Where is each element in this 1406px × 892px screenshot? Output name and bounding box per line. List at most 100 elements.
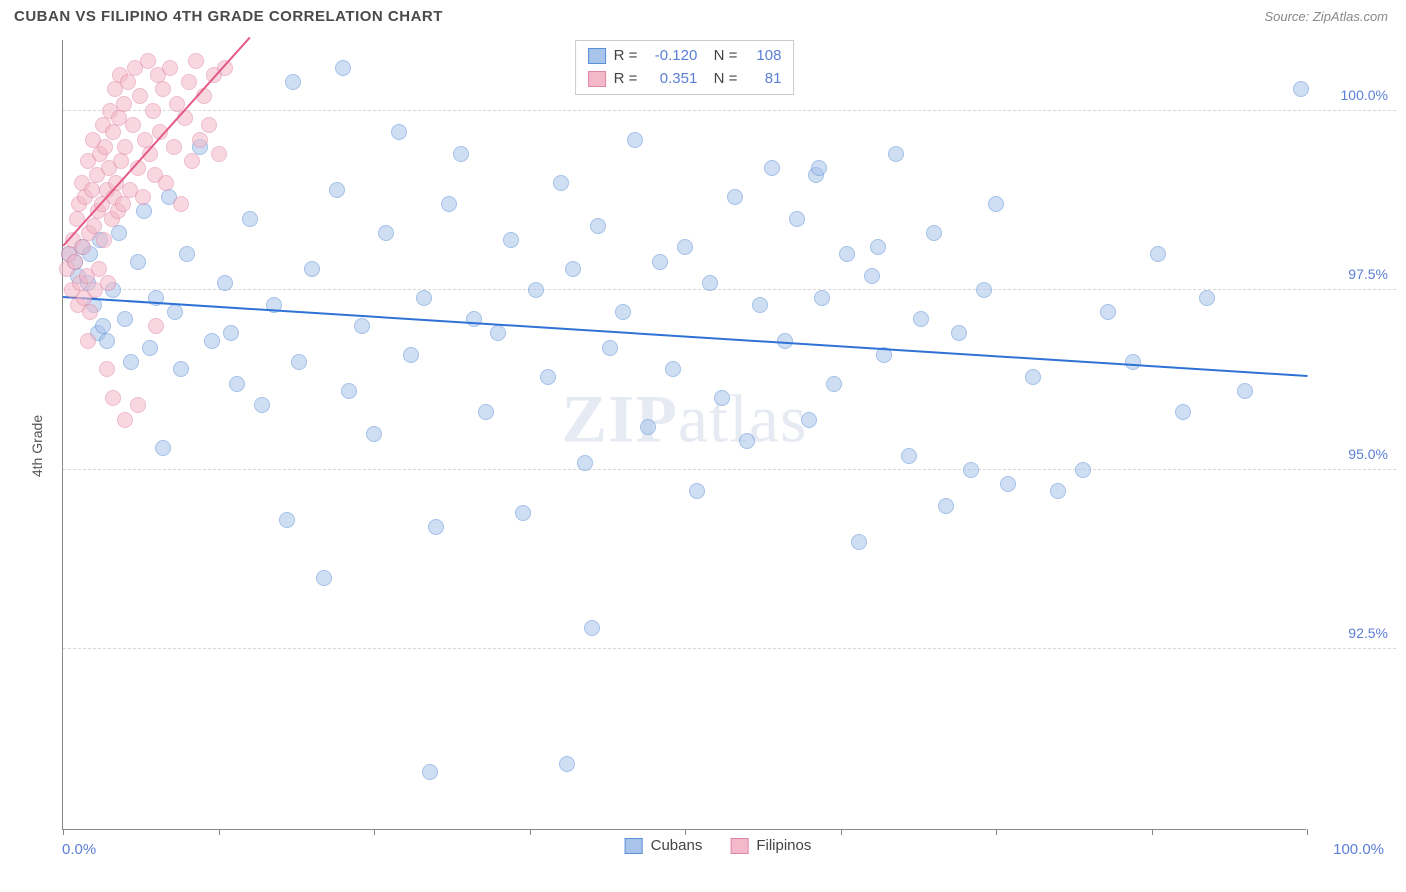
data-point — [811, 160, 827, 176]
data-point — [130, 397, 146, 413]
data-point — [1025, 369, 1041, 385]
legend-swatch — [730, 838, 748, 854]
data-point — [123, 354, 139, 370]
data-point — [354, 318, 370, 334]
x-tick — [1307, 829, 1308, 835]
data-point — [117, 311, 133, 327]
data-point — [335, 60, 351, 76]
gridline-h — [63, 648, 1396, 649]
data-point — [627, 132, 643, 148]
data-point — [341, 383, 357, 399]
data-point — [378, 225, 394, 241]
legend-r-label: R = — [614, 45, 638, 68]
data-point — [789, 211, 805, 227]
trend-line — [63, 296, 1307, 377]
data-point — [1199, 290, 1215, 306]
x-tick — [374, 829, 375, 835]
data-point — [528, 282, 544, 298]
data-point — [115, 196, 131, 212]
legend-item: Cubans — [625, 837, 703, 854]
legend-r-value: -0.120 — [645, 45, 697, 68]
data-point — [901, 448, 917, 464]
data-point — [490, 325, 506, 341]
data-point — [926, 225, 942, 241]
data-point — [192, 132, 208, 148]
data-point — [441, 196, 457, 212]
data-point — [577, 455, 593, 471]
data-point — [453, 146, 469, 162]
legend-row: R =0.351 N =81 — [588, 68, 782, 91]
data-point — [652, 254, 668, 270]
data-point — [329, 182, 345, 198]
data-point — [739, 433, 755, 449]
data-point — [105, 390, 121, 406]
data-point — [814, 290, 830, 306]
data-point — [478, 404, 494, 420]
data-point — [135, 189, 151, 205]
data-point — [125, 117, 141, 133]
data-point — [279, 512, 295, 528]
data-point — [84, 182, 100, 198]
data-point — [988, 196, 1004, 212]
data-point — [602, 340, 618, 356]
data-point — [116, 96, 132, 112]
y-tick-label: 95.0% — [1348, 446, 1388, 462]
data-point — [714, 390, 730, 406]
data-point — [839, 246, 855, 262]
data-point — [132, 88, 148, 104]
data-point — [184, 153, 200, 169]
x-axis-label-min: 0.0% — [62, 841, 96, 858]
data-point — [285, 74, 301, 90]
data-point — [565, 261, 581, 277]
data-point — [167, 304, 183, 320]
legend-item: Filipinos — [730, 837, 811, 854]
data-point — [242, 211, 258, 227]
data-point — [590, 218, 606, 234]
x-tick — [63, 829, 64, 835]
data-point — [291, 354, 307, 370]
data-point — [1000, 476, 1016, 492]
data-point — [540, 369, 556, 385]
data-point — [142, 340, 158, 356]
data-point — [111, 225, 127, 241]
legend-n-label: N = — [705, 68, 737, 91]
data-point — [403, 347, 419, 363]
data-point — [752, 297, 768, 313]
data-point — [120, 74, 136, 90]
data-point — [391, 124, 407, 140]
data-point — [615, 304, 631, 320]
data-point — [99, 361, 115, 377]
data-point — [913, 311, 929, 327]
legend-r-label: R = — [614, 68, 638, 91]
legend-n-label: N = — [705, 45, 737, 68]
data-point — [888, 146, 904, 162]
data-point — [515, 505, 531, 521]
data-point — [99, 333, 115, 349]
gridline-h — [63, 469, 1396, 470]
chart-title: CUBAN VS FILIPINO 4TH GRADE CORRELATION … — [14, 8, 443, 25]
legend-row: R =-0.120 N =108 — [588, 45, 782, 68]
data-point — [136, 203, 152, 219]
data-point — [677, 239, 693, 255]
data-point — [155, 440, 171, 456]
data-point — [1125, 354, 1141, 370]
data-point — [584, 620, 600, 636]
data-point — [864, 268, 880, 284]
data-point — [727, 189, 743, 205]
data-point — [801, 412, 817, 428]
data-point — [963, 462, 979, 478]
correlation-legend: R =-0.120 N =108R =0.351 N =81 — [575, 40, 795, 95]
data-point — [466, 311, 482, 327]
data-point — [851, 534, 867, 550]
data-point — [1175, 404, 1191, 420]
x-tick — [530, 829, 531, 835]
data-point — [559, 756, 575, 772]
data-point — [1150, 246, 1166, 262]
data-point — [503, 232, 519, 248]
data-point — [155, 81, 171, 97]
x-tick — [841, 829, 842, 835]
data-point — [177, 110, 193, 126]
data-point — [640, 419, 656, 435]
data-point — [162, 60, 178, 76]
data-point — [117, 139, 133, 155]
